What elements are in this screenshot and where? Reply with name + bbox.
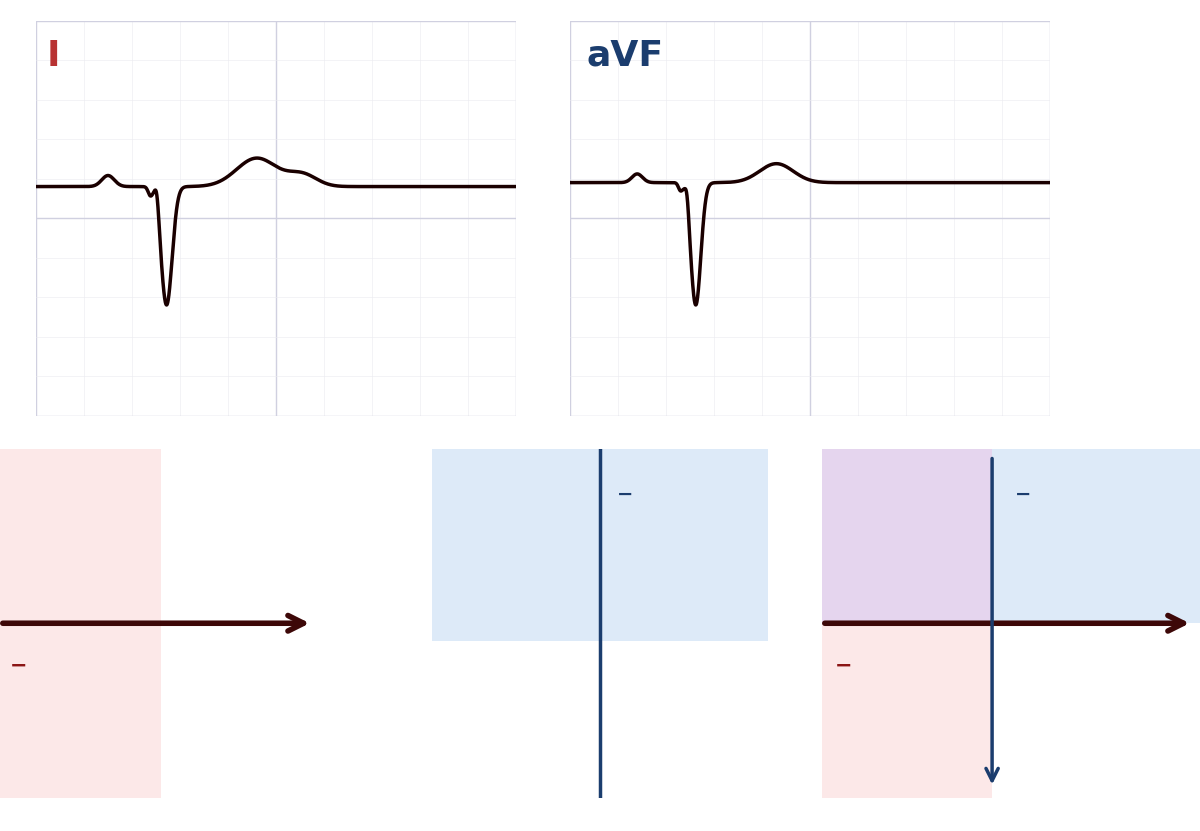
Text: −: − [835, 655, 853, 675]
Text: −: − [10, 655, 28, 675]
Bar [822, 623, 992, 798]
Text: −: − [617, 484, 634, 504]
Bar [992, 449, 1200, 623]
Bar [432, 449, 768, 641]
Bar [0, 449, 161, 623]
Text: I: I [47, 38, 60, 72]
Bar [822, 449, 992, 623]
Text: −: − [1015, 484, 1031, 504]
Bar [0, 623, 161, 798]
Text: aVF: aVF [587, 38, 664, 72]
